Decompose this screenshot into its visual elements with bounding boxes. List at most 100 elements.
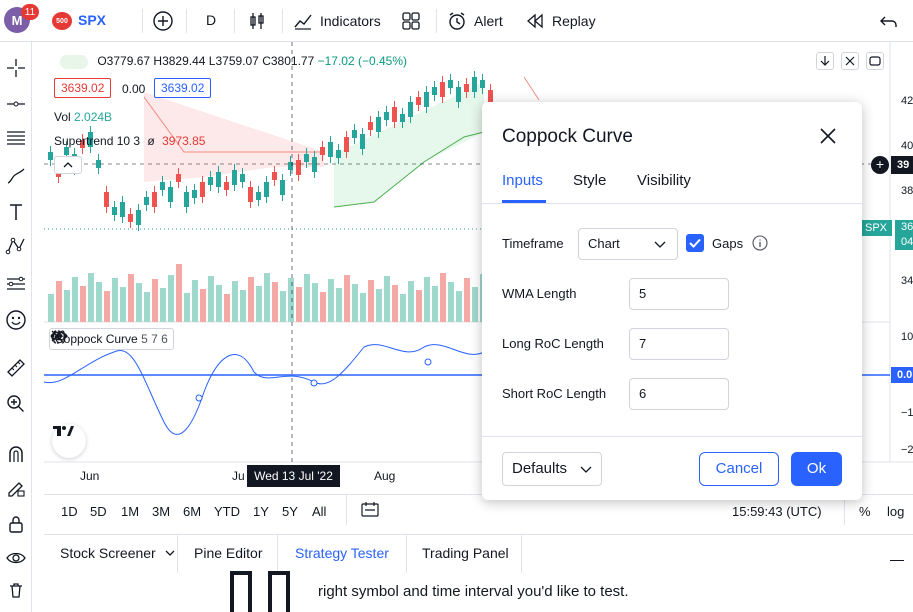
- candle-body: [296, 160, 301, 175]
- magnet-tool[interactable]: [4, 442, 28, 466]
- collapse-icon: [845, 56, 855, 66]
- collapse-legend-button[interactable]: [54, 156, 82, 174]
- short-roc-input[interactable]: 6: [629, 378, 729, 410]
- dialog-divider: [482, 203, 862, 204]
- range-1y[interactable]: 1Y: [253, 504, 269, 519]
- remove-drawings-tool[interactable]: [4, 578, 28, 602]
- clock-display[interactable]: 15:59:43 (UTC): [732, 504, 822, 519]
- volume-bar: [304, 274, 310, 322]
- current-price-label: 39: [891, 156, 913, 174]
- timeframe-select[interactable]: Chart: [578, 228, 678, 260]
- lock-tool[interactable]: [4, 512, 28, 536]
- candle-body: [144, 197, 149, 205]
- tab-trading-panel[interactable]: Trading Panel: [422, 545, 509, 561]
- pane-down-button[interactable]: [816, 52, 834, 70]
- lines-icon: [7, 131, 25, 145]
- coppock-legend[interactable]: Coppock Curve 5 7 6: [49, 328, 174, 350]
- alert-button[interactable]: Alert: [446, 10, 503, 32]
- compare-symbol-button[interactable]: [152, 10, 174, 32]
- prediction-tool[interactable]: [4, 272, 28, 296]
- tab-strategy-tester[interactable]: Strategy Tester: [295, 545, 389, 561]
- volume-bar: [432, 286, 438, 322]
- ok-button[interactable]: Ok: [791, 452, 842, 486]
- long-roc-input[interactable]: 7: [629, 328, 729, 360]
- goto-date-button[interactable]: [360, 501, 380, 522]
- tab-visibility[interactable]: Visibility: [637, 172, 691, 189]
- volume-bar: [192, 280, 198, 322]
- plus-circle-button[interactable]: +: [871, 156, 889, 174]
- chevron-down-icon: [165, 550, 175, 556]
- tradingview-logo[interactable]: [52, 424, 86, 458]
- gaps-checkbox[interactable]: [686, 234, 704, 252]
- range-ytd[interactable]: YTD: [214, 504, 240, 519]
- tab-pine-editor[interactable]: Pine Editor: [194, 545, 263, 561]
- legend-eye-dot[interactable]: [60, 54, 88, 69]
- indicators-button[interactable]: Indicators: [292, 10, 381, 32]
- tab-style[interactable]: Style: [573, 172, 607, 189]
- range-5y[interactable]: 5Y: [282, 504, 298, 519]
- layouts-button[interactable]: [400, 10, 422, 32]
- volume-bar: [136, 283, 142, 322]
- range-1m[interactable]: 1M: [121, 504, 140, 519]
- range-1d[interactable]: 1D: [61, 504, 78, 519]
- percent-toggle[interactable]: %: [859, 504, 871, 519]
- defaults-button[interactable]: Defaults: [502, 452, 602, 486]
- trend-line-tool[interactable]: [4, 92, 28, 116]
- tab-inputs[interactable]: Inputs: [502, 172, 543, 189]
- text-tool[interactable]: [4, 200, 28, 224]
- pane-close-button[interactable]: [841, 52, 859, 70]
- chart-type-button[interactable]: [246, 10, 268, 32]
- candle-body: [112, 207, 117, 215]
- more-icon[interactable]: [50, 329, 68, 343]
- interval-button[interactable]: D: [206, 12, 217, 28]
- dialog-close-button[interactable]: [816, 124, 840, 148]
- undo-button[interactable]: [878, 10, 900, 32]
- zoom-in-icon: [7, 395, 24, 412]
- symbol-search-button[interactable]: SPX: [78, 12, 107, 28]
- wma-length-input[interactable]: 5: [629, 278, 729, 310]
- cancel-button[interactable]: Cancel: [699, 452, 779, 486]
- volume-bar: [72, 277, 78, 322]
- replay-button[interactable]: Replay: [524, 10, 596, 32]
- horizontal-line-icon: [7, 101, 25, 107]
- fib-tool[interactable]: [4, 126, 28, 150]
- range-6m[interactable]: 6M: [183, 504, 202, 519]
- range-all[interactable]: All: [312, 504, 327, 519]
- gaps-info-icon[interactable]: [752, 235, 768, 256]
- buy-button[interactable]: 3639.02: [154, 78, 212, 98]
- candle-body: [64, 147, 69, 155]
- spx-price-value: 36 04: [895, 220, 913, 250]
- range-3m[interactable]: 3M: [152, 504, 171, 519]
- pane-maximize-button[interactable]: [866, 52, 884, 70]
- log-toggle[interactable]: log: [887, 504, 905, 519]
- pattern-tool[interactable]: [4, 234, 28, 258]
- zoom-tool[interactable]: [4, 392, 28, 416]
- chevron-down-icon: [580, 466, 592, 473]
- volume-bar: [96, 282, 102, 322]
- minimize-panel-button[interactable]: [890, 551, 904, 561]
- volume-bar: [256, 286, 262, 322]
- crosshair-tool[interactable]: [4, 56, 28, 80]
- candle-body: [416, 97, 421, 105]
- candle-body: [328, 142, 333, 157]
- range-5d[interactable]: 5D: [90, 504, 107, 519]
- price-label-38: 38: [901, 185, 913, 197]
- tab-stock-screener[interactable]: Stock Screener: [60, 545, 176, 561]
- volume-bar: [280, 291, 286, 322]
- candle-body: [376, 117, 381, 132]
- candle-body: [424, 92, 429, 107]
- brush-tool[interactable]: [4, 164, 28, 188]
- candle-body: [488, 90, 493, 105]
- icons-tool[interactable]: [4, 308, 28, 332]
- stay-in-drawing-tool[interactable]: [4, 476, 28, 500]
- sell-button[interactable]: 3639.02: [54, 78, 112, 98]
- volume-bar: [456, 291, 462, 322]
- volume-bar: [152, 279, 158, 322]
- close-icon[interactable]: [50, 329, 64, 343]
- text-icon: [10, 204, 22, 220]
- tab-divider: [177, 535, 178, 573]
- measure-tool[interactable]: [4, 356, 28, 380]
- hide-drawings-tool[interactable]: [4, 546, 28, 570]
- volume-bar: [216, 285, 222, 322]
- volume-bar: [80, 286, 86, 322]
